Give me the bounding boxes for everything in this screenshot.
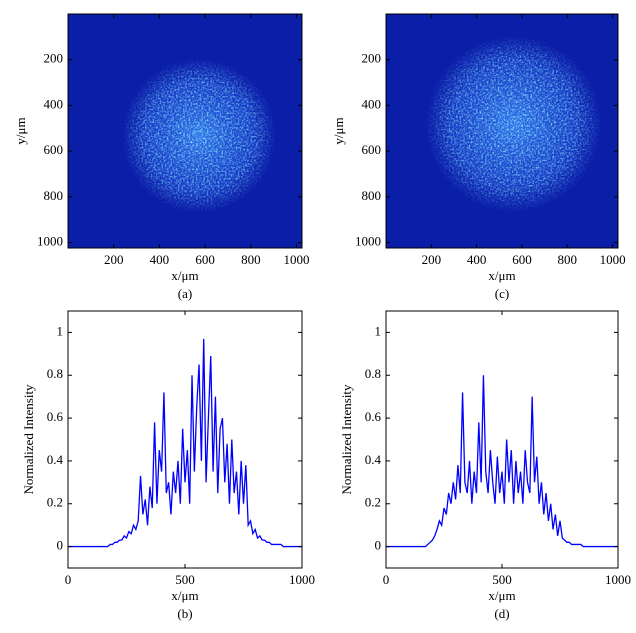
y-axis-label: y/μm: [13, 117, 28, 144]
x-tick-label: 0: [383, 572, 390, 587]
speckle-texture: [386, 14, 618, 248]
y-tick-label: 0.8: [47, 366, 63, 381]
x-tick-label: 200: [104, 252, 124, 267]
x-tick-label: 500: [492, 572, 512, 587]
x-axis-label: x/μm: [488, 588, 515, 603]
caption: (c): [495, 286, 509, 301]
caption: (b): [177, 606, 192, 621]
y-tick-label: 1000: [37, 234, 63, 249]
y-tick-label: 0.6: [365, 409, 382, 424]
x-tick-label: 1000: [284, 252, 310, 267]
x-tick-label: 500: [175, 572, 195, 587]
intensity-line: [68, 338, 302, 548]
x-tick-label: 400: [467, 252, 487, 267]
y-tick-label: 0.2: [365, 495, 381, 510]
x-tick-label: 800: [558, 252, 578, 267]
y-tick-label: 600: [44, 142, 64, 157]
y-tick-label: 200: [362, 51, 382, 66]
plot-area: [68, 311, 302, 568]
y-tick-label: 0.2: [47, 495, 63, 510]
x-tick-label: 200: [422, 252, 442, 267]
x-axis-label: x/μm: [488, 268, 515, 283]
x-tick-label: 400: [150, 252, 170, 267]
y-tick-label: 0: [57, 538, 64, 553]
x-tick-label: 800: [241, 252, 261, 267]
y-tick-label: 200: [44, 51, 64, 66]
y-tick-label: 400: [362, 96, 382, 111]
plot-area: [386, 311, 618, 568]
x-tick-label: 600: [512, 252, 532, 267]
axes-frame: [385, 13, 619, 249]
x-tick-label: 1000: [289, 572, 315, 587]
x-tick-label: 1000: [600, 252, 626, 267]
x-axis-label: x/μm: [171, 588, 198, 603]
y-tick-label: 0.4: [365, 452, 382, 467]
intensity-line: [386, 375, 618, 548]
y-tick-label: 0: [375, 538, 382, 553]
y-axis-label: y/μm: [331, 117, 346, 144]
y-tick-label: 800: [362, 188, 382, 203]
y-tick-label: 1: [375, 323, 382, 338]
x-tick-label: 1000: [605, 572, 631, 587]
y-axis-label: Normalized Intensity: [21, 384, 36, 495]
caption: (d): [494, 606, 509, 621]
y-tick-label: 400: [44, 96, 64, 111]
x-tick-label: 0: [65, 572, 72, 587]
y-tick-label: 1: [57, 323, 64, 338]
x-axis-label: x/μm: [171, 268, 198, 283]
caption: (a): [178, 286, 192, 301]
y-tick-label: 0.6: [47, 409, 64, 424]
y-tick-label: 1000: [355, 234, 381, 249]
y-tick-label: 600: [362, 142, 382, 157]
y-tick-label: 0.8: [365, 366, 381, 381]
axes-frame: [67, 13, 303, 249]
y-tick-label: 800: [44, 188, 64, 203]
y-tick-label: 0.4: [47, 452, 64, 467]
y-axis-label: Normalized Intensity: [339, 384, 354, 495]
speckle-texture: [68, 14, 302, 248]
x-tick-label: 600: [195, 252, 215, 267]
